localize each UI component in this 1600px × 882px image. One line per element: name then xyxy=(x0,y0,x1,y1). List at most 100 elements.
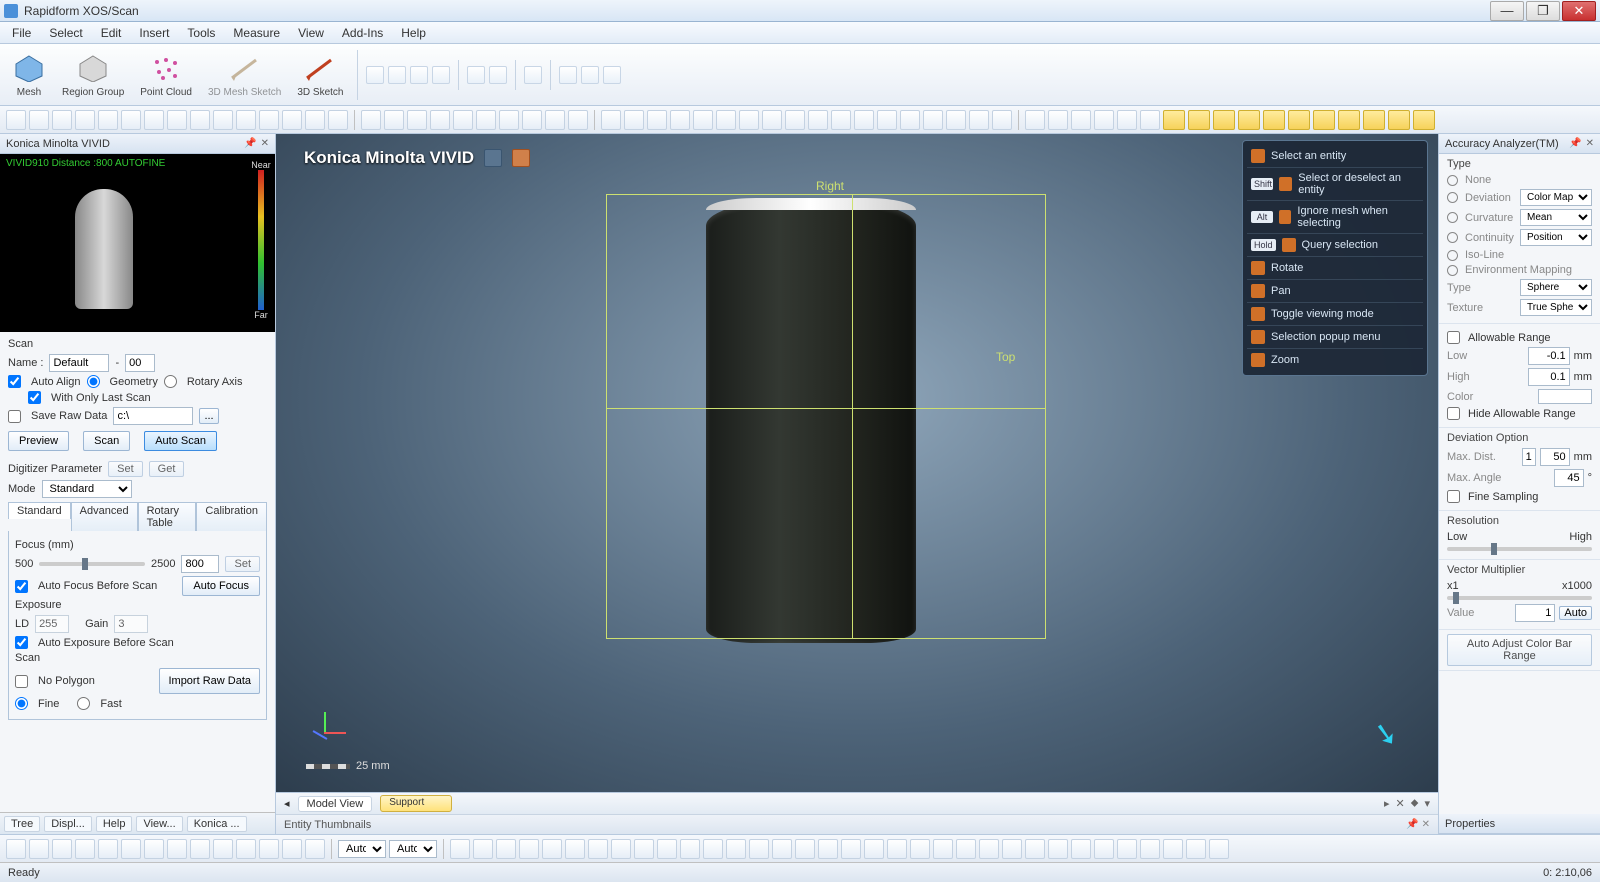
tab-nav-left[interactable]: ◂ xyxy=(284,797,290,810)
auto-focus-button[interactable]: Auto Focus xyxy=(182,576,260,596)
small-icon[interactable] xyxy=(603,66,621,84)
toolbar-icon[interactable] xyxy=(98,839,118,859)
toolbar-icon[interactable] xyxy=(305,839,325,859)
type-curvature-radio[interactable] xyxy=(1447,212,1458,223)
toolbar-icon[interactable] xyxy=(923,110,943,130)
toolbar-icon[interactable] xyxy=(841,839,861,859)
tab-model-view[interactable]: Model View xyxy=(298,796,373,812)
toolbar-icon[interactable] xyxy=(1048,839,1068,859)
small-icon[interactable] xyxy=(524,66,542,84)
bt-tree[interactable]: Tree xyxy=(4,816,40,832)
accept-icon[interactable] xyxy=(484,149,502,167)
continuity-select[interactable]: Position xyxy=(1520,229,1592,246)
high-input[interactable] xyxy=(1528,368,1570,386)
resolution-slider[interactable] xyxy=(1447,547,1592,551)
toolbar-eye-icon[interactable] xyxy=(1313,110,1335,130)
toolbar-icon[interactable] xyxy=(361,110,381,130)
tab-rotary-table[interactable]: Rotary Table xyxy=(138,502,197,531)
ribbon-mesh[interactable]: Mesh xyxy=(6,51,52,98)
toolbar-icon[interactable] xyxy=(259,839,279,859)
allowable-range-checkbox[interactable] xyxy=(1447,331,1460,344)
toolbar-icon[interactable] xyxy=(670,110,690,130)
toolbar-icon[interactable] xyxy=(854,110,874,130)
toolbar-icon[interactable] xyxy=(1025,839,1045,859)
bt-help[interactable]: Help xyxy=(96,816,133,832)
toolbar-eye-icon[interactable] xyxy=(1188,110,1210,130)
toolbar-icon[interactable] xyxy=(496,839,516,859)
toolbar-icon[interactable] xyxy=(144,110,164,130)
toolbar-icon[interactable] xyxy=(887,839,907,859)
toolbar-icon[interactable] xyxy=(1163,839,1183,859)
tab-calibration[interactable]: Calibration xyxy=(196,502,267,531)
toolbar-icon[interactable] xyxy=(1048,110,1068,130)
ribbon-3d-mesh-sketch[interactable]: 3D Mesh Sketch xyxy=(202,51,287,98)
env-type-select[interactable]: Sphere xyxy=(1520,279,1592,296)
close-icon[interactable]: ✕ xyxy=(1422,819,1430,830)
toolbar-icon[interactable] xyxy=(213,110,233,130)
toolbar-icon[interactable] xyxy=(979,839,999,859)
toolbar-icon[interactable] xyxy=(167,110,187,130)
toolbar-icon[interactable] xyxy=(565,839,585,859)
set-button[interactable]: Set xyxy=(108,461,143,477)
toolbar-icon[interactable] xyxy=(739,110,759,130)
toolbar-icon[interactable] xyxy=(1071,839,1091,859)
ribbon-point-cloud[interactable]: Point Cloud xyxy=(134,51,198,98)
toolbar-icon[interactable] xyxy=(992,110,1012,130)
tab-support[interactable]: Support xyxy=(380,795,452,812)
toolbar-icon[interactable] xyxy=(1140,110,1160,130)
curvature-select[interactable]: Mean xyxy=(1520,209,1592,226)
vector-mult-slider[interactable] xyxy=(1447,596,1592,600)
focus-set-button[interactable]: Set xyxy=(225,556,260,572)
menu-help[interactable]: Help xyxy=(401,26,426,40)
toolbar-eye-icon[interactable] xyxy=(1288,110,1310,130)
type-deviation-radio[interactable] xyxy=(1447,192,1458,203)
toolbar-icon[interactable] xyxy=(473,839,493,859)
toolbar-icon[interactable] xyxy=(542,839,562,859)
browse-button[interactable]: ... xyxy=(199,408,218,424)
tab-standard[interactable]: Standard xyxy=(8,502,71,519)
deviation-select[interactable]: Color Map xyxy=(1520,189,1592,206)
small-icon[interactable] xyxy=(432,66,450,84)
toolbar-icon[interactable] xyxy=(328,110,348,130)
small-icon[interactable] xyxy=(467,66,485,84)
fine-sampling-checkbox[interactable] xyxy=(1447,490,1460,503)
properties-header[interactable]: Properties xyxy=(1439,814,1600,834)
toolbar-icon[interactable] xyxy=(1002,839,1022,859)
toolbar-icon[interactable] xyxy=(946,110,966,130)
low-input[interactable] xyxy=(1528,347,1570,365)
toolbar-icon[interactable] xyxy=(831,110,851,130)
auto-align-checkbox[interactable] xyxy=(8,375,21,388)
menu-insert[interactable]: Insert xyxy=(139,26,169,40)
menu-select[interactable]: Select xyxy=(49,26,82,40)
toolbar-icon[interactable] xyxy=(545,110,565,130)
menu-measure[interactable]: Measure xyxy=(233,26,280,40)
bt-display[interactable]: Displ... xyxy=(44,816,92,832)
focus-slider[interactable] xyxy=(39,562,145,566)
mode-select[interactable]: Standard xyxy=(42,480,132,498)
toolbar-eye-icon[interactable] xyxy=(1388,110,1410,130)
toolbar-icon[interactable] xyxy=(384,110,404,130)
small-icon[interactable] xyxy=(581,66,599,84)
toolbar-icon[interactable] xyxy=(305,110,325,130)
close-button[interactable]: ✕ xyxy=(1562,1,1596,21)
viewport-3d[interactable]: Konica Minolta VIVID Right Top 25 mm ➘ S… xyxy=(276,134,1438,792)
toolbar-icon[interactable] xyxy=(956,839,976,859)
max-dist-input[interactable] xyxy=(1540,448,1570,466)
toolbar-icon[interactable] xyxy=(450,839,470,859)
toolbar-icon[interactable] xyxy=(29,839,49,859)
toolbar-eye-icon[interactable] xyxy=(1363,110,1385,130)
toolbar-icon[interactable] xyxy=(6,110,26,130)
save-raw-checkbox[interactable] xyxy=(8,410,21,423)
toolbar-eye-icon[interactable] xyxy=(1238,110,1260,130)
toolbar-icon[interactable] xyxy=(808,110,828,130)
small-icon[interactable] xyxy=(559,66,577,84)
toolbar-icon[interactable] xyxy=(499,110,519,130)
pin-icon[interactable]: 📌 xyxy=(244,138,256,149)
color-swatch[interactable] xyxy=(1538,389,1592,404)
toolbar-icon[interactable] xyxy=(282,110,302,130)
import-raw-button[interactable]: Import Raw Data xyxy=(159,668,260,694)
toolbar-icon[interactable] xyxy=(75,110,95,130)
max-dist-i[interactable] xyxy=(1522,448,1536,466)
toolbar-icon[interactable] xyxy=(624,110,644,130)
value-input[interactable] xyxy=(1515,604,1555,622)
